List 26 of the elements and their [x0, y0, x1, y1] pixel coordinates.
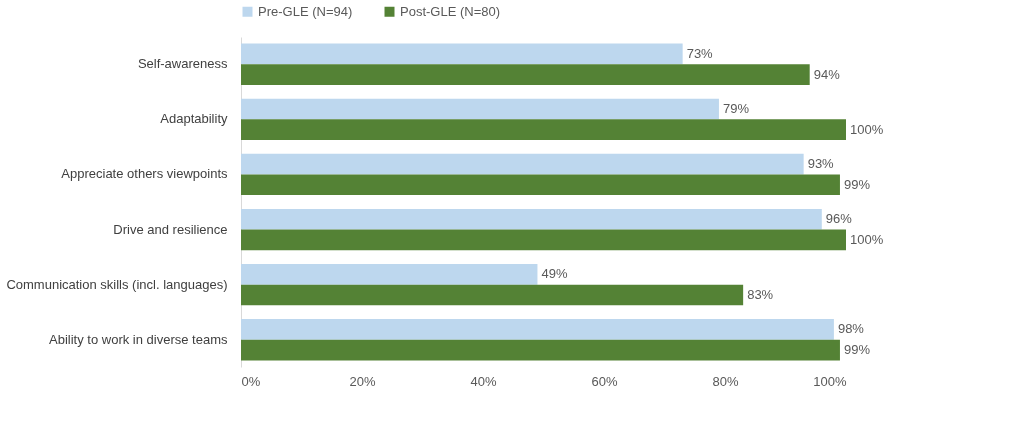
- x-tick-label: 0%: [241, 373, 261, 389]
- data-label: 83%: [747, 286, 774, 302]
- data-label: 73%: [686, 45, 714, 61]
- data-label: 98%: [837, 321, 865, 337]
- x-tick-label: 80%: [712, 373, 739, 389]
- x-tick-label: 60%: [591, 373, 618, 389]
- data-label: 100%: [850, 121, 884, 137]
- data-label: 99%: [843, 342, 871, 358]
- data-label: 49%: [541, 266, 568, 282]
- x-tick-label: 20%: [349, 373, 376, 389]
- data-label: 93%: [807, 156, 835, 172]
- x-tick-label: 40%: [470, 373, 497, 389]
- y-tick-label: Drive and resilience: [113, 221, 228, 237]
- y-tick-label: Communication skills (incl. languages): [6, 276, 228, 292]
- y-tick-label: Adaptability: [160, 111, 228, 127]
- y-tick-label: Self-awareness: [137, 56, 228, 72]
- y-tick-label: Appreciate others viewpoints: [61, 166, 228, 182]
- y-tick-label: Ability to work in diverse teams: [49, 331, 228, 347]
- legend-label: Post-GLE (N=80): [400, 3, 501, 19]
- data-label: 96%: [825, 211, 853, 227]
- data-label: 94%: [813, 66, 841, 82]
- data-label: 100%: [850, 231, 884, 247]
- data-label: 99%: [843, 176, 871, 192]
- legend-label: Pre-GLE (N=94): [258, 3, 353, 19]
- x-tick-label: 100%: [813, 373, 847, 389]
- data-label: 79%: [722, 101, 750, 117]
